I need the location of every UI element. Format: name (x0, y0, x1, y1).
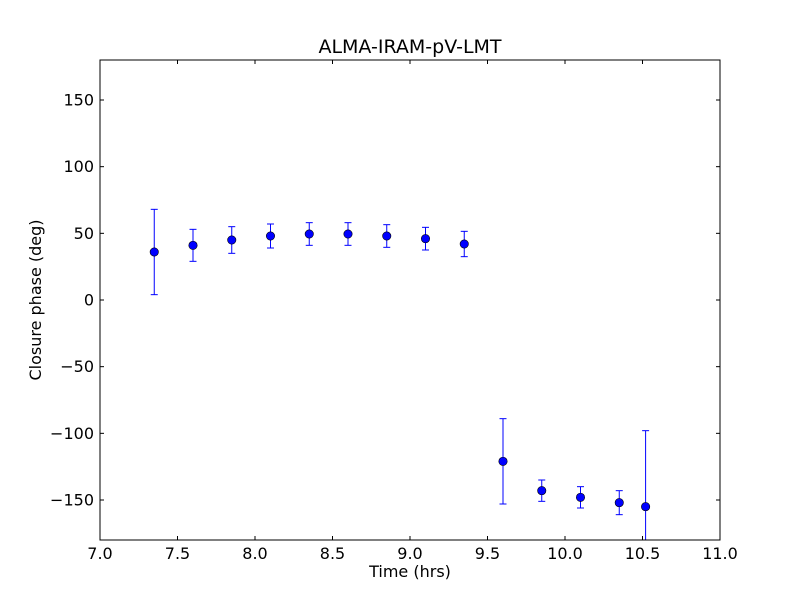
axis-ticks: 7.0 7.5 8.0 8.5 9.0 9.5 10.0 10.5 11.0 −150 −100 −5… (50, 60, 738, 563)
x-axis-label: Time (hrs) (368, 562, 451, 581)
data-point (304, 229, 314, 239)
data-point (265, 231, 275, 241)
data-point (227, 235, 237, 245)
data-point (188, 240, 198, 250)
plot-data-layer (149, 208, 651, 540)
y-tick-label: 0 (84, 291, 94, 310)
data-point (343, 229, 353, 239)
y-tick-label: 100 (63, 157, 94, 176)
x-tick-label: 9.5 (475, 544, 500, 563)
data-point (459, 239, 469, 249)
y-tick-label: −150 (50, 491, 94, 510)
data-point (498, 456, 508, 466)
data-point (575, 492, 585, 502)
data-point (641, 502, 651, 512)
x-tick-label: 7.0 (87, 544, 112, 563)
x-tick-label: 9.0 (397, 544, 422, 563)
data-point (149, 247, 159, 257)
y-tick-label: 150 (63, 91, 94, 110)
y-tick-label: −100 (50, 424, 94, 443)
data-point (420, 234, 430, 244)
y-tick-label: 50 (74, 224, 94, 243)
plot-frame (99, 59, 721, 541)
x-tick-label: 10.5 (625, 544, 661, 563)
x-tick-label: 11.0 (702, 544, 738, 563)
y-tick-label: −50 (60, 357, 94, 376)
x-tick-label: 8.0 (242, 544, 267, 563)
plot-area (100, 60, 720, 540)
chart-title: ALMA-IRAM-pV-LMT (318, 36, 501, 58)
x-tick-label: 8.5 (320, 544, 345, 563)
y-axis-label: Closure phase (deg) (26, 219, 45, 380)
data-point (537, 486, 547, 496)
x-tick-label: 10.0 (547, 544, 583, 563)
x-tick-label: 7.5 (165, 544, 190, 563)
data-point (382, 231, 392, 241)
data-point (614, 498, 624, 508)
